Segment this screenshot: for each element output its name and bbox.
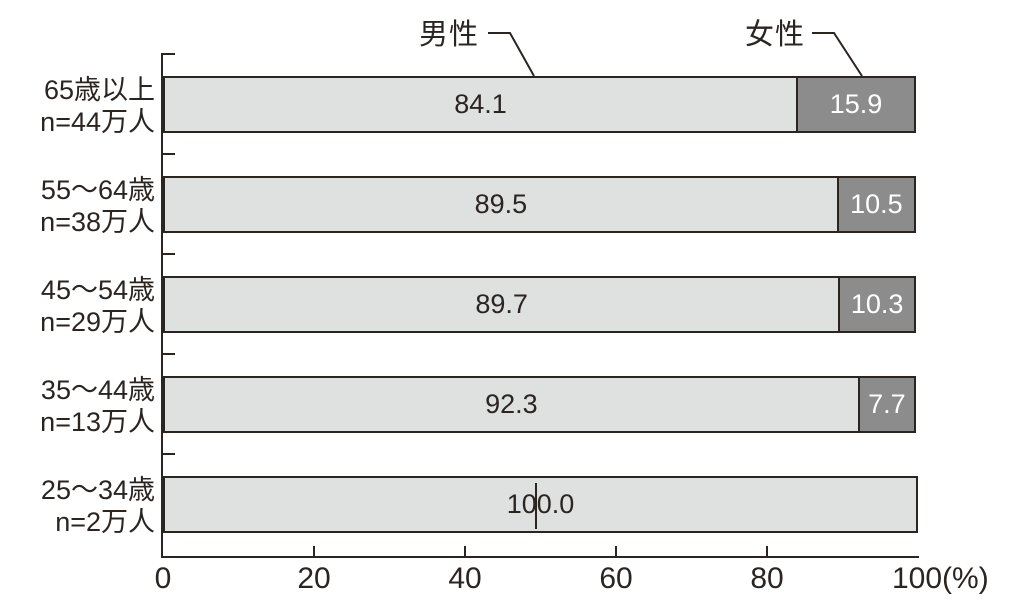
y-axis-tick bbox=[161, 453, 175, 455]
bar-value-label: 89.5 bbox=[474, 189, 528, 219]
legend-leader-female-line bbox=[812, 32, 863, 77]
bar-value-label: 89.7 bbox=[475, 289, 528, 319]
bar-segment-female: 7.7 bbox=[857, 376, 916, 433]
bar-segment-male: 89.5 bbox=[163, 176, 839, 233]
x-axis-line bbox=[161, 556, 919, 558]
x-tick-label-100: 100(%) bbox=[892, 562, 989, 595]
bar-value-label: 10.5 bbox=[850, 189, 903, 219]
category-label: 45～54歳 n=29万人 bbox=[0, 274, 155, 338]
x-axis-tick-80 bbox=[766, 546, 768, 556]
category-label: 25～34歳 n=2万人 bbox=[0, 474, 155, 538]
x-tick-label-0: 0 bbox=[154, 562, 172, 595]
bar-value-label: 7.7 bbox=[868, 389, 906, 419]
legend-label-male: 男性 bbox=[419, 19, 480, 51]
bar-row: 84.1 15.9 bbox=[163, 76, 918, 133]
y-axis-tick bbox=[161, 353, 175, 355]
y-axis-tick bbox=[161, 253, 175, 255]
category-age-range: 65歳以上 bbox=[43, 75, 155, 105]
category-label: 35～44歳 n=13万人 bbox=[0, 374, 155, 438]
bar-row: 89.5 10.5 bbox=[163, 176, 918, 233]
center-divider-line bbox=[535, 483, 537, 529]
category-sample-size: n=29万人 bbox=[40, 307, 155, 337]
category-sample-size: n=13万人 bbox=[40, 407, 155, 437]
bar-segment-female: 10.5 bbox=[836, 176, 916, 233]
legend-label-female: 女性 bbox=[745, 19, 806, 51]
x-axis-tick-60 bbox=[615, 546, 617, 556]
bar-segment-female: 15.9 bbox=[795, 76, 916, 133]
category-label: 55～64歳 n=38万人 bbox=[0, 174, 155, 238]
category-age-range: 35～44歳 bbox=[40, 375, 155, 405]
x-axis-tick-20 bbox=[313, 546, 315, 556]
category-age-range: 25～34歳 bbox=[40, 475, 155, 505]
bar-value-label: 92.3 bbox=[485, 389, 538, 419]
bar-row: 100.0 bbox=[163, 476, 918, 533]
bar-value-label: 10.3 bbox=[850, 289, 904, 319]
bar-segment-female: 10.3 bbox=[838, 276, 916, 333]
category-sample-size: n=2万人 bbox=[55, 507, 155, 537]
x-tick-label-40: 40 bbox=[448, 562, 482, 595]
category-age-range: 55～64歳 bbox=[40, 175, 155, 205]
bar-value-label: 84.1 bbox=[454, 89, 507, 119]
category-sample-size: n=38万人 bbox=[40, 207, 155, 237]
bar-segment-male: 84.1 bbox=[163, 76, 798, 133]
y-axis-tick bbox=[161, 53, 175, 55]
bar-value-label: 100.0 bbox=[506, 489, 575, 519]
bar-segment-male: 89.7 bbox=[163, 276, 841, 333]
x-tick-label-80: 80 bbox=[750, 562, 784, 595]
bar-value-label: 15.9 bbox=[829, 89, 883, 119]
bar-row: 92.3 7.7 bbox=[163, 376, 918, 433]
x-tick-label-60: 60 bbox=[599, 562, 633, 595]
x-tick-label-20: 20 bbox=[297, 562, 331, 595]
category-sample-size: n=44万人 bbox=[40, 107, 155, 137]
bar-row: 89.7 10.3 bbox=[163, 276, 918, 333]
category-age-range: 45～54歳 bbox=[40, 275, 155, 305]
category-label: 65歳以上 n=44万人 bbox=[0, 74, 155, 138]
legend-leader-male-line bbox=[488, 32, 535, 77]
bar-segment-male: 92.3 bbox=[163, 376, 860, 433]
y-axis-tick bbox=[161, 153, 175, 155]
x-axis-tick-40 bbox=[464, 546, 466, 556]
y-axis-line bbox=[161, 53, 163, 558]
bar-segment-male: 100.0 bbox=[163, 476, 918, 533]
